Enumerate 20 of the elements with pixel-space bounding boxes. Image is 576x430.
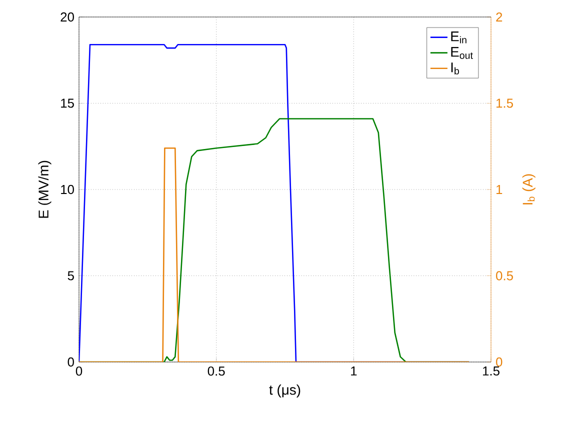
y-tick-label: 5	[68, 271, 74, 280]
y-tick-label: 15	[61, 98, 74, 108]
y2-tick-label: 0	[496, 357, 502, 367]
x-axis-title: t (μs)	[269, 384, 300, 398]
y2-tick-label: 1	[496, 185, 502, 194]
x-tick-label: 1	[351, 366, 357, 376]
x-tick-label: 1.5	[482, 366, 500, 376]
legend-label: E$_{out}$	[451, 47, 473, 59]
x-tick-label: 0.5	[208, 366, 225, 376]
y2-tick-label: 1.5	[496, 98, 513, 108]
y-tick-label: 20	[60, 12, 74, 22]
y2-tick-label: 0.5	[496, 271, 513, 280]
y-tick-label: 0	[68, 357, 74, 367]
y2-axis-title: I$_{b}$ (A)	[522, 174, 536, 204]
y-tick-label: 10	[61, 184, 74, 194]
y-axis-title: E (MV/m)	[38, 160, 52, 218]
legend-label: I$_{b}$	[451, 62, 459, 74]
legend-label: E$_{in}$	[451, 32, 466, 44]
x-tick-label: 0	[76, 366, 82, 376]
y2-tick-label: 2	[496, 12, 502, 22]
